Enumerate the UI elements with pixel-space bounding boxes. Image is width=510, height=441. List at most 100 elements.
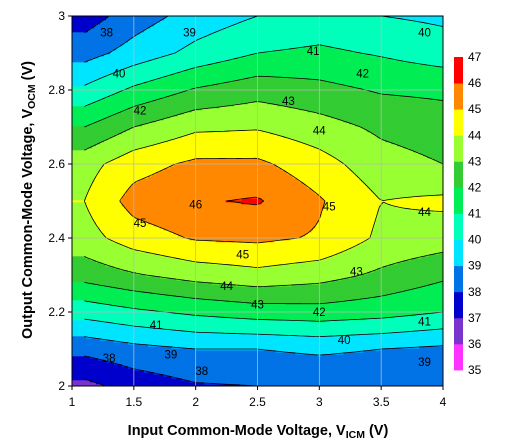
contour-band-cell [381, 137, 443, 141]
contour-band-cell [325, 201, 382, 205]
contour-band-cell [91, 101, 147, 105]
contour-band-cell [127, 341, 443, 345]
contour-band-cell [72, 289, 137, 293]
contour-band-cell [361, 297, 443, 301]
contour-band-cell [121, 201, 243, 205]
contour-band-cell [437, 159, 443, 163]
contour-band-cell [72, 31, 141, 35]
contour-band-cell [173, 163, 277, 167]
contour-band-cell [72, 149, 133, 153]
contour-band-cell [72, 139, 105, 143]
contour-band-cell [327, 151, 420, 155]
contour-band-cell [377, 215, 443, 219]
colorbar-label: 37 [468, 311, 482, 325]
contour-band-cell [72, 143, 97, 147]
contour-band-cell [361, 179, 443, 183]
contour-band-cell [365, 317, 443, 321]
contour-band-cell [299, 107, 443, 111]
colorbar-swatch [454, 109, 463, 136]
contour-band-cell [72, 373, 165, 377]
contour-band-cell [72, 171, 99, 175]
contour-band-cell [113, 339, 443, 343]
contour-band-cell [317, 221, 376, 225]
contour-band-cell [377, 211, 443, 215]
contour-band-cell [391, 141, 443, 145]
contour-band-cell [87, 59, 149, 63]
contour-band-cell [113, 265, 253, 269]
contour-band-cell [437, 281, 443, 285]
contour-band-cell [147, 121, 350, 125]
contour-band-cell [369, 237, 443, 241]
contour-band-cell [351, 169, 443, 173]
contour-band-cell [183, 111, 318, 115]
contour-band-cell [72, 29, 89, 33]
contour-band-cell [277, 133, 376, 137]
y-tick-label: 2 [58, 379, 65, 393]
contour-band-cell [379, 207, 412, 211]
contour-band-cell [369, 89, 443, 93]
contour-band-cell [85, 193, 125, 197]
contour-band-cell [125, 191, 316, 195]
contour-band-cell [321, 211, 378, 215]
contour-band-cell [109, 303, 443, 307]
contour-band-cell [72, 359, 107, 363]
contour-band-cell [329, 153, 424, 157]
x-tick-label: 2 [192, 395, 199, 409]
contour-band-cell [225, 299, 346, 303]
contour-band-cell [141, 123, 356, 127]
contour-band-cell [93, 177, 143, 181]
contour-band-cell [127, 151, 328, 155]
contour-band-cell [121, 195, 322, 199]
contour-band-cell [349, 121, 443, 125]
contour-band-cell [333, 155, 428, 159]
contour-band-cell [129, 65, 199, 69]
contour-band-cell [97, 319, 312, 323]
contour-band-cell [189, 279, 332, 283]
contour-band-cell [119, 155, 334, 159]
contour-band-cell [223, 81, 334, 85]
contour-band-cell [323, 207, 380, 211]
contour-band-cell [171, 345, 420, 349]
contour-band-cell [72, 105, 133, 109]
contour-band-cell [103, 53, 169, 57]
contour-band-cell [397, 205, 443, 209]
contour-band-cell [283, 135, 378, 139]
contour-band-cell [251, 317, 366, 321]
contour-band-cell [95, 175, 149, 179]
contour-band-cell [72, 119, 99, 123]
contour-band-cell [72, 79, 95, 83]
contour-band-cell [335, 253, 430, 257]
contour-band-cell [72, 361, 115, 365]
contour-band-cell [415, 313, 443, 317]
contour-label: 39 [165, 350, 178, 362]
contour-band-cell [149, 291, 396, 295]
contour-band-cell [72, 101, 93, 105]
contour-band-cell [72, 133, 117, 137]
contour-band-cell [323, 149, 414, 153]
contour-line-44 [83, 129, 443, 268]
contour-band-cell [155, 119, 344, 123]
contour-band-cell [215, 239, 275, 243]
contour-band-cell [72, 175, 97, 179]
contour-band-cell [89, 379, 191, 383]
contour-band-cell [289, 47, 342, 51]
contour-line-41 [84, 44, 443, 322]
contour-band-cell [303, 181, 364, 185]
contour-band-cell [393, 315, 443, 319]
y-tick-label: 2.4 [48, 231, 65, 245]
contour-band-cell [72, 93, 113, 97]
contour-band-cell [249, 17, 402, 21]
contour-band-cell [169, 229, 312, 233]
contour-band-cell [353, 85, 443, 89]
contour-band-cell [147, 221, 318, 225]
colorbar-label: 46 [468, 76, 482, 90]
contour-band-cell [72, 307, 139, 311]
contour-band-cell [125, 87, 193, 91]
contour-band-cell [72, 195, 87, 199]
contour-band-cell [207, 261, 296, 265]
contour-band-cell [95, 223, 155, 227]
contour-label: 41 [418, 316, 431, 328]
contour-band-cell [115, 91, 181, 95]
contour-band-cell [227, 25, 443, 29]
contour-band-cell [72, 87, 127, 91]
